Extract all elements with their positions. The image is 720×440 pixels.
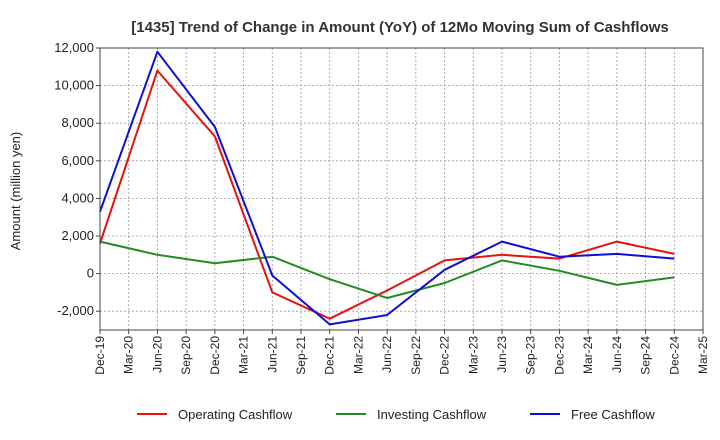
x-tick-label: Mar-25	[696, 336, 710, 374]
x-tick-label: Sep-20	[179, 336, 193, 375]
x-tick-label: Mar-24	[581, 336, 595, 374]
y-tick-label: 2,000	[61, 228, 94, 243]
x-tick-label: Mar-22	[351, 336, 365, 374]
series-line-free-cashflow	[99, 50, 675, 326]
x-tick-label: Dec-20	[208, 336, 222, 375]
x-tick-label: Mar-21	[237, 336, 251, 374]
y-axis-label: Amount (million yen)	[8, 132, 23, 251]
x-tick-label: Sep-24	[639, 336, 653, 375]
x-tick-label: Jun-24	[610, 336, 624, 373]
x-tick-label: Jun-23	[495, 336, 509, 373]
y-tick-label: 0	[87, 266, 94, 281]
x-tick-label: Dec-22	[438, 336, 452, 375]
series-lines	[99, 50, 675, 326]
x-ticks: Dec-19 Mar-20 Jun-20 Sep-20 Dec-20 Mar-21 Jun-…	[93, 330, 710, 375]
y-tick-label: 10,000	[54, 78, 94, 93]
x-tick-label: Mar-20	[122, 336, 136, 374]
x-tick-label: Jun-22	[380, 336, 394, 373]
x-tick-label: Jun-20	[150, 336, 164, 373]
x-tick-label: Dec-21	[323, 336, 337, 375]
plot-frame	[99, 47, 704, 331]
chart-title: [1435] Trend of Change in Amount (YoY) o…	[131, 19, 669, 36]
legend-label: Operating Cashflow	[178, 407, 293, 422]
x-tick-label: Sep-21	[294, 336, 308, 375]
series-line-operating-cashflow	[99, 69, 675, 320]
x-tick-label: Dec-23	[552, 336, 566, 375]
x-tick-label: Dec-19	[93, 336, 107, 375]
legend: Operating Cashflow Investing Cashflow Free…	[137, 407, 655, 422]
legend-label: Free Cashflow	[571, 407, 655, 422]
grid	[99, 47, 704, 330]
x-tick-label: Sep-22	[409, 336, 423, 375]
y-tick-label: -2,000	[57, 303, 94, 318]
y-tick-label: 6,000	[61, 153, 94, 168]
x-tick-label: Jun-21	[265, 336, 279, 373]
y-tick-label: 4,000	[61, 190, 94, 205]
y-tick-label: 8,000	[61, 115, 94, 130]
y-tick-label: 12,000	[54, 40, 94, 55]
x-tick-label: Dec-24	[667, 336, 681, 375]
series-line-investing-cashflow	[99, 240, 675, 299]
legend-label: Investing Cashflow	[377, 407, 487, 422]
x-tick-label: Sep-23	[524, 336, 538, 375]
y-ticks: -2,000 0 2,000 4,000 6,000 8,000 10,000 12,000	[54, 40, 100, 318]
x-tick-label: Mar-23	[466, 336, 480, 374]
